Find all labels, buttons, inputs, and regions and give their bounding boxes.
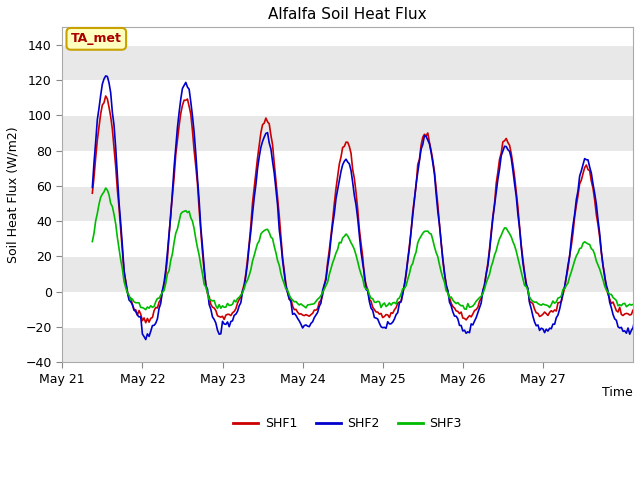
- SHF1: [401, 282, 408, 288]
- SHF3: [88, 239, 96, 244]
- SHF2: [100, 76, 108, 82]
- SHF1: [531, 306, 538, 312]
- SHF3: [519, 276, 527, 282]
- SHF3: [266, 230, 273, 236]
- SHF3: [102, 185, 109, 191]
- Legend: SHF1, SHF2, SHF3: SHF1, SHF2, SHF3: [228, 412, 467, 435]
- SHF1: [88, 191, 96, 196]
- SHF2: [401, 282, 408, 288]
- Bar: [62, 186, 633, 221]
- Line: SHF1: SHF1: [92, 96, 640, 323]
- Bar: [62, 256, 633, 292]
- Line: SHF2: SHF2: [92, 76, 640, 339]
- SHF2: [142, 336, 150, 342]
- SHF2: [531, 319, 538, 325]
- SHF2: [519, 260, 527, 266]
- SHF2: [538, 325, 545, 331]
- SHF2: [88, 185, 96, 191]
- SHF1: [266, 121, 273, 127]
- SHF1: [102, 93, 109, 99]
- Bar: [62, 115, 633, 151]
- SHF2: [266, 140, 273, 146]
- SHF2: [102, 73, 109, 79]
- Text: TA_met: TA_met: [71, 32, 122, 45]
- SHF3: [531, 300, 538, 305]
- SHF1: [519, 256, 527, 262]
- SHF3: [538, 302, 545, 308]
- SHF3: [142, 307, 150, 312]
- Line: SHF3: SHF3: [92, 188, 640, 310]
- SHF1: [142, 320, 150, 325]
- SHF1: [100, 100, 108, 106]
- Bar: [62, 327, 633, 362]
- Title: Alfalfa Soil Heat Flux: Alfalfa Soil Heat Flux: [268, 7, 427, 22]
- SHF1: [538, 313, 545, 319]
- Bar: [62, 45, 633, 80]
- SHF3: [100, 189, 108, 195]
- Text: Time: Time: [602, 385, 633, 398]
- Y-axis label: Soil Heat Flux (W/m2): Soil Heat Flux (W/m2): [7, 126, 20, 263]
- SHF3: [401, 286, 408, 291]
